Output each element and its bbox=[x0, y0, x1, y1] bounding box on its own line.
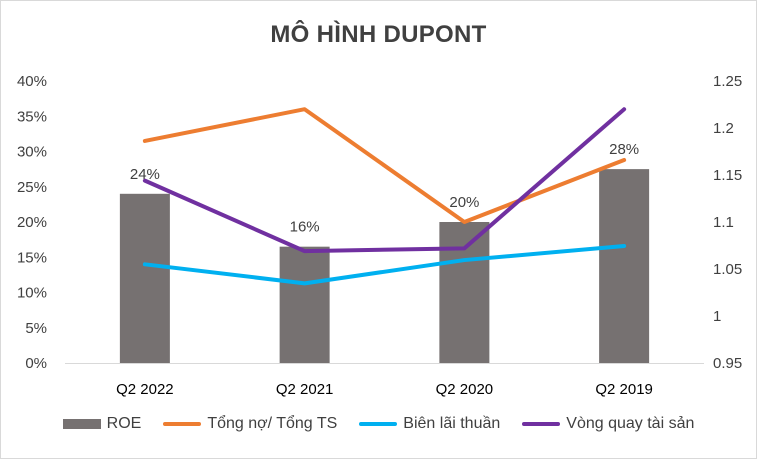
legend-item-asset-turnover: Vòng quay tài sản bbox=[522, 415, 694, 433]
series-line bbox=[142, 107, 627, 224]
bar-data-label: 28% bbox=[609, 141, 639, 158]
right-axis-tick-label: 1 bbox=[713, 308, 721, 325]
right-axis-tick-label: 1.15 bbox=[713, 167, 742, 184]
left-axis-tick-label: 0% bbox=[25, 355, 47, 372]
left-axis-tick-label: 15% bbox=[17, 249, 47, 266]
legend-item-net-margin: Biên lãi thuần bbox=[359, 415, 500, 433]
bar-data-label: 24% bbox=[130, 166, 160, 183]
legend: ROE Tổng nợ/ Tổng TS Biên lãi thuần Vòng… bbox=[1, 415, 756, 433]
legend-item-debt-ratio: Tổng nợ/ Tổng TS bbox=[163, 415, 337, 433]
bar-roe bbox=[439, 222, 490, 363]
x-axis-category-label: Q2 2022 bbox=[116, 381, 174, 398]
left-axis-tick-label: 35% bbox=[17, 108, 47, 125]
series-line bbox=[142, 107, 627, 254]
legend-label-asset-turnover: Vòng quay tài sản bbox=[566, 415, 695, 432]
legend-label-roe: ROE bbox=[106, 415, 142, 432]
bar-data-label: 16% bbox=[290, 219, 320, 236]
legend-item-roe: ROE bbox=[62, 415, 142, 433]
left-axis-tick-label: 10% bbox=[17, 285, 47, 302]
right-axis-tick-label: 0.95 bbox=[713, 355, 742, 372]
left-axis-tick-label: 40% bbox=[17, 73, 47, 90]
bar-roe bbox=[119, 193, 170, 363]
legend-swatch-net-margin bbox=[359, 422, 398, 426]
left-axis-tick-label: 30% bbox=[17, 144, 47, 161]
chart-svg: 0% 5% 10% 15% 20% 25% 30% 35% 40% 0.95 1 1.05 1.1 1.1… bbox=[17, 73, 742, 398]
right-axis-tick-label: 1.25 bbox=[713, 73, 742, 90]
bar-roe bbox=[279, 246, 330, 363]
legend-swatch-asset-turnover bbox=[522, 422, 561, 426]
x-axis-category-label: Q2 2021 bbox=[276, 381, 334, 398]
chart-title: MÔ HÌNH DUPONT bbox=[270, 21, 487, 48]
x-axis-category-label: Q2 2020 bbox=[436, 381, 494, 398]
legend-swatch-roe bbox=[62, 419, 101, 429]
x-axis-category-label: Q2 2019 bbox=[595, 381, 653, 398]
right-axis-tick-label: 1.1 bbox=[713, 214, 734, 231]
legend-label-net-margin: Biên lãi thuần bbox=[403, 415, 501, 432]
left-axis-tick-label: 25% bbox=[17, 179, 47, 196]
right-axis-tick-label: 1.2 bbox=[713, 120, 734, 137]
right-axis-tick-label: 1.05 bbox=[713, 261, 742, 278]
legend-label-debt-ratio: Tổng nợ/ Tổng TS bbox=[207, 415, 338, 432]
left-axis-tick-label: 5% bbox=[25, 320, 47, 337]
bar-roe bbox=[599, 169, 650, 363]
series-line bbox=[142, 243, 627, 286]
left-axis-tick-label: 20% bbox=[17, 214, 47, 231]
bar-data-label: 20% bbox=[449, 194, 479, 211]
legend-swatch-debt-ratio bbox=[163, 422, 202, 426]
